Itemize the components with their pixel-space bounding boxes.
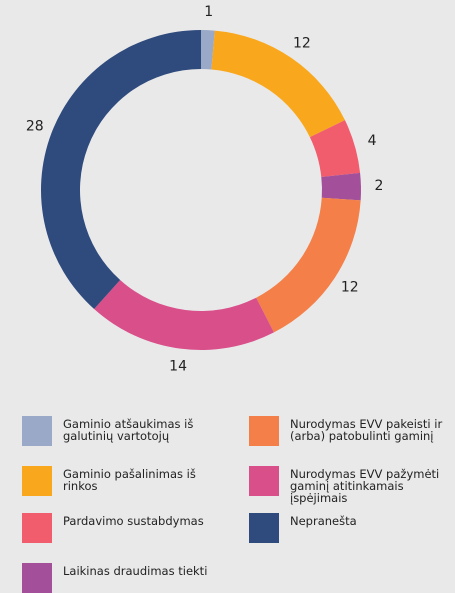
data-label: 14 — [169, 359, 187, 375]
legend-swatch — [22, 416, 52, 446]
data-label: 12 — [293, 35, 311, 51]
data-label: 28 — [26, 118, 44, 134]
legend-item: Laikinas draudimas tiekti — [22, 563, 213, 593]
legend-item: Gaminio atšaukimas iš galutinių vartotoj… — [22, 416, 213, 446]
legend-label: Laikinas draudimas tiekti — [63, 564, 208, 578]
slice — [309, 120, 361, 178]
data-label: 1 — [204, 4, 213, 20]
legend-label: Pardavimo sustabdymas — [63, 514, 204, 528]
slice — [256, 197, 361, 333]
legend-label: Nurodymas EVV pažymėti gaminį atitinkama… — [290, 467, 440, 505]
legend-item: Nepranešta — [249, 513, 450, 543]
legend-swatch — [249, 416, 279, 446]
legend-swatch — [22, 563, 52, 593]
slice — [201, 30, 215, 70]
legend-swatch — [249, 513, 279, 543]
data-label: 4 — [368, 133, 377, 149]
data-label: 12 — [341, 280, 359, 296]
slice — [40, 30, 201, 310]
legend-item: Nurodymas EVV pakeisti ir (arba) patobul… — [249, 416, 450, 446]
legend-label: Gaminio atšaukimas iš galutinių vartotoj… — [63, 417, 194, 443]
chart: 1 12 4 2 12 14 28 — [26, 4, 384, 375]
legend-swatch — [22, 513, 52, 543]
legend-label: Nepranešta — [290, 514, 357, 528]
legend-swatch — [22, 466, 52, 496]
legend-swatch — [249, 466, 279, 496]
legend-label: Gaminio pašalinimas iš rinkos — [63, 467, 196, 493]
slice — [94, 280, 274, 350]
data-label: 2 — [374, 178, 383, 194]
slice — [321, 172, 362, 201]
legend-item: Pardavimo sustabdymas — [22, 513, 213, 543]
legend-label: Nurodymas EVV pakeisti ir (arba) patobul… — [290, 417, 443, 443]
legend-item: Gaminio pašalinimas iš rinkos — [22, 466, 213, 496]
slice — [211, 30, 345, 138]
legend-item: Nurodymas EVV pažymėti gaminį atitinkama… — [249, 466, 450, 504]
